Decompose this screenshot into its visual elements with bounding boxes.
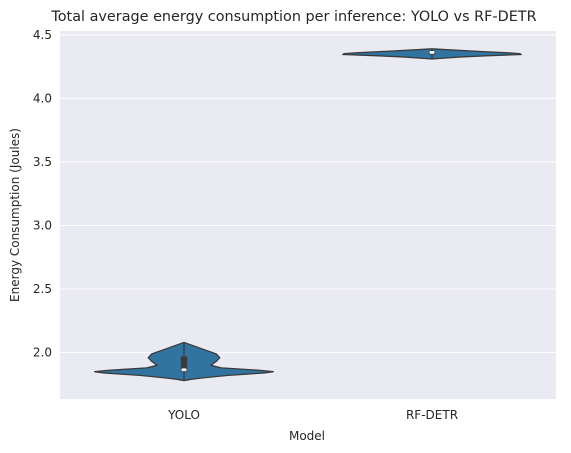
y-tick-label: 3.5 xyxy=(33,155,52,169)
x-axis-label: Model xyxy=(289,429,325,443)
median-marker xyxy=(429,50,435,54)
gridlines xyxy=(60,34,556,354)
median-marker xyxy=(181,368,187,372)
y-tick-label: 2.0 xyxy=(33,346,52,360)
y-tick-label: 4.5 xyxy=(33,28,52,42)
plot-area xyxy=(60,31,556,399)
x-tick-labels: YOLO RF-DETR xyxy=(167,408,458,422)
iqr-box xyxy=(180,356,188,372)
y-axis-label: Energy Consumption (Joules) xyxy=(8,128,22,302)
y-tick-label: 4.0 xyxy=(33,91,52,105)
chart-title: Total average energy consumption per inf… xyxy=(50,9,536,25)
y-tick-label: 2.5 xyxy=(33,282,52,296)
y-tick-labels: 2.0 2.5 3.0 3.5 4.0 4.5 xyxy=(33,28,52,360)
x-tick-label: YOLO xyxy=(167,408,200,422)
violins xyxy=(94,48,522,382)
y-tick-label: 3.0 xyxy=(33,218,52,232)
x-tick-label: RF-DETR xyxy=(406,408,458,422)
